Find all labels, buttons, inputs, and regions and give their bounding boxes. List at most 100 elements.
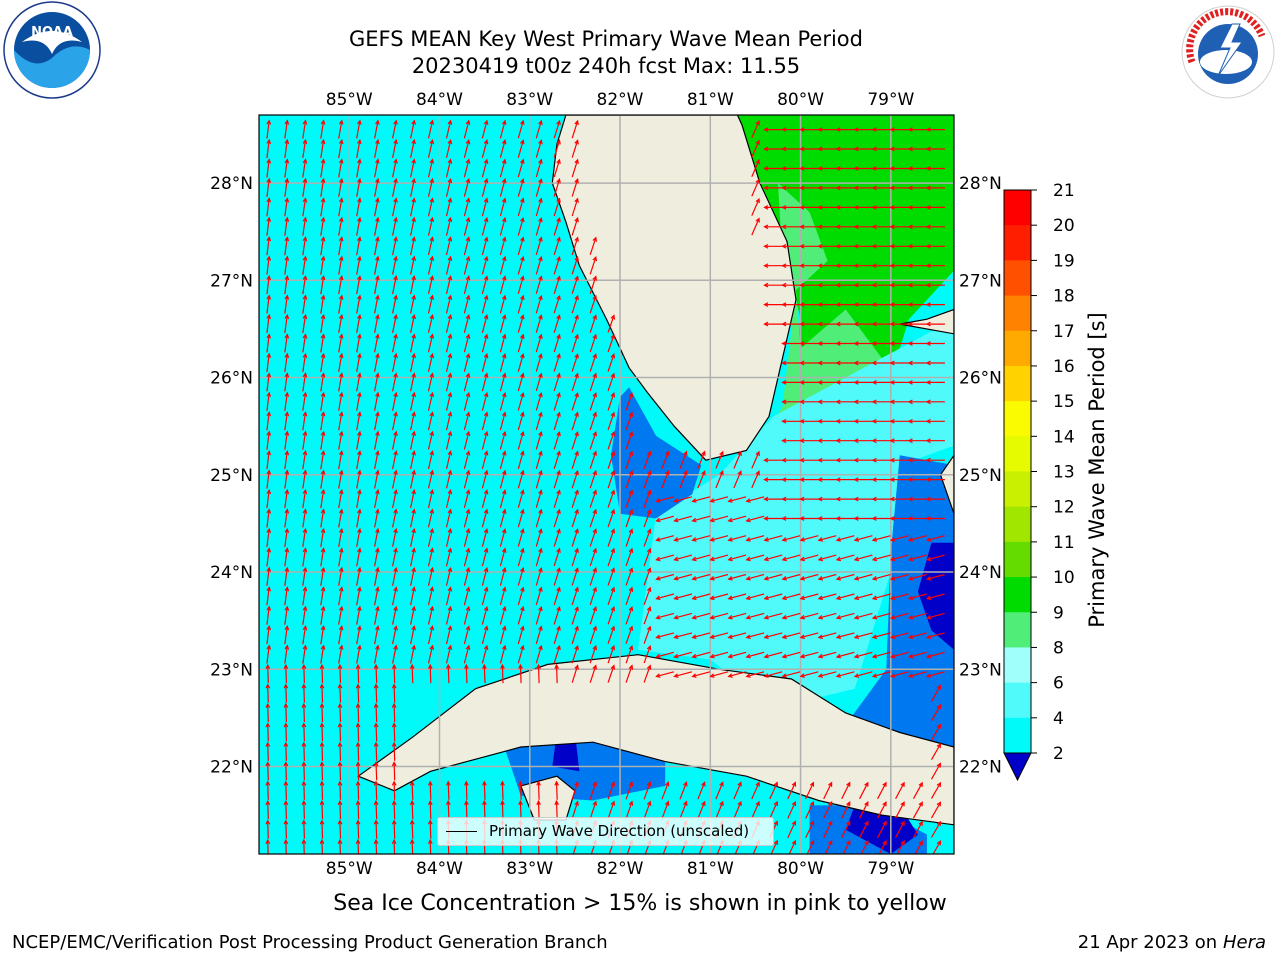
wave-direction-arrow [517, 334, 524, 353]
wave-direction-arrowhead [411, 411, 416, 417]
wave-direction-arrow [751, 179, 760, 197]
wave-direction-arrowhead [501, 391, 507, 398]
wave-direction-arrowhead [375, 527, 380, 534]
wave-direction-arrowhead [320, 119, 326, 125]
wave-direction-arrow [782, 573, 801, 580]
wave-direction-arrowhead [763, 224, 769, 230]
wave-direction-arrowhead [556, 372, 561, 378]
wave-direction-arrowhead [538, 508, 543, 514]
wave-direction-arrow [728, 515, 747, 522]
wave-direction-arrowhead [538, 216, 543, 223]
wave-direction-arrowhead [465, 236, 471, 242]
wave-direction-arrowhead [265, 838, 271, 845]
wave-direction-arrow [535, 373, 542, 392]
wave-direction-arrowhead [375, 411, 380, 417]
wave-direction-arrowhead [320, 177, 326, 183]
wave-direction-arrowhead [763, 127, 769, 132]
wave-direction-arrowhead [628, 450, 634, 456]
wave-direction-arrow [393, 723, 396, 742]
wave-direction-arrow [427, 529, 434, 547]
wave-direction-arrowhead [393, 586, 398, 592]
wave-direction-arrow [427, 237, 434, 256]
wave-direction-arrowhead [871, 185, 877, 191]
wave-direction-arrowhead [835, 380, 841, 385]
wave-direction-arrowhead [538, 333, 543, 339]
wave-direction-arrowhead [445, 780, 451, 786]
wave-direction-arrow [410, 237, 415, 256]
wave-direction-arrowhead [799, 477, 805, 483]
wave-direction-arrow [930, 704, 941, 722]
wave-direction-arrow [427, 626, 434, 645]
wave-direction-arrow [302, 178, 307, 197]
wave-direction-arrowhead [391, 838, 397, 845]
wave-direction-arrow [782, 612, 801, 619]
wave-direction-arrowhead [393, 547, 398, 553]
wave-direction-arrow [912, 782, 923, 799]
wave-direction-arrow [589, 509, 597, 528]
wave-direction-arrow [445, 256, 452, 275]
wave-direction-arrow [537, 801, 540, 820]
wave-direction-arrowhead [283, 722, 289, 728]
wave-direction-arrowhead [709, 634, 715, 639]
wave-direction-arrowhead [393, 333, 398, 339]
wave-direction-arrow [891, 535, 909, 541]
wave-direction-arrowhead [907, 127, 913, 132]
wave-direction-arrowhead [889, 146, 895, 152]
wave-direction-arrowhead [853, 537, 860, 542]
wave-direction-arrow [674, 496, 693, 502]
colorbar-segment [1004, 506, 1031, 543]
wave-direction-arrow [571, 354, 579, 372]
wave-direction-arrowhead [556, 119, 561, 126]
wave-direction-arrow [877, 821, 887, 838]
wave-direction-arrowhead [882, 781, 887, 787]
wave-direction-arrowhead [871, 341, 877, 346]
wave-direction-arrowhead [574, 508, 579, 515]
wave-direction-arrowhead [817, 224, 823, 230]
wave-direction-arrowhead [610, 469, 616, 476]
wave-direction-arrow [447, 801, 450, 820]
wave-direction-arrow [571, 587, 579, 606]
wave-direction-arrowhead [655, 673, 661, 678]
wave-direction-arrowhead [781, 185, 787, 191]
wave-direction-arrowhead [755, 450, 760, 456]
wave-direction-arrowhead [483, 333, 489, 339]
wave-direction-arrowhead [393, 294, 398, 300]
wave-direction-arrowhead [319, 683, 325, 689]
wave-direction-arrowhead [828, 781, 833, 787]
wave-direction-arrowhead [556, 353, 561, 359]
lat-label-left: 27°N [210, 271, 253, 291]
wave-direction-arrowhead [338, 527, 344, 534]
wave-direction-arrowhead [871, 399, 877, 405]
wave-direction-arrowhead [628, 644, 634, 651]
wave-direction-arrowhead [427, 819, 433, 825]
wave-direction-arrowhead [538, 430, 543, 437]
wave-direction-arrowhead [447, 314, 453, 320]
wave-direction-arrow [392, 431, 397, 450]
wave-direction-arrowhead [393, 566, 398, 573]
wave-direction-arrow [302, 392, 307, 411]
wave-direction-arrowhead [556, 236, 561, 242]
wave-direction-arrow [535, 218, 542, 236]
wave-direction-arrowhead [501, 508, 507, 514]
cuba-land [357, 654, 954, 826]
wave-direction-arrow [674, 671, 693, 677]
wave-direction-arrowhead [411, 586, 416, 592]
wave-direction-arrow [782, 593, 801, 600]
wave-direction-arrowhead [907, 146, 913, 152]
wave-direction-arrow [392, 529, 397, 547]
wave-direction-arrowhead [465, 508, 471, 514]
noaa-logo: NOAA [3, 1, 101, 99]
wave-direction-arrowhead [763, 243, 769, 249]
wave-direction-arrowhead [646, 644, 652, 651]
wave-direction-arrow [499, 431, 506, 450]
wave-direction-arrow [481, 451, 488, 470]
wave-direction-arrow [751, 471, 760, 489]
wave-direction-arrowhead [835, 146, 841, 152]
wave-direction-arrow [625, 568, 633, 586]
wave-direction-arrow [891, 651, 909, 658]
wave-direction-arrowhead [900, 840, 905, 846]
wave-direction-arrowhead [900, 801, 905, 807]
wave-direction-arrow [501, 665, 504, 684]
wave-direction-arrow [284, 373, 288, 392]
wave-direction-arrowhead [355, 838, 361, 845]
